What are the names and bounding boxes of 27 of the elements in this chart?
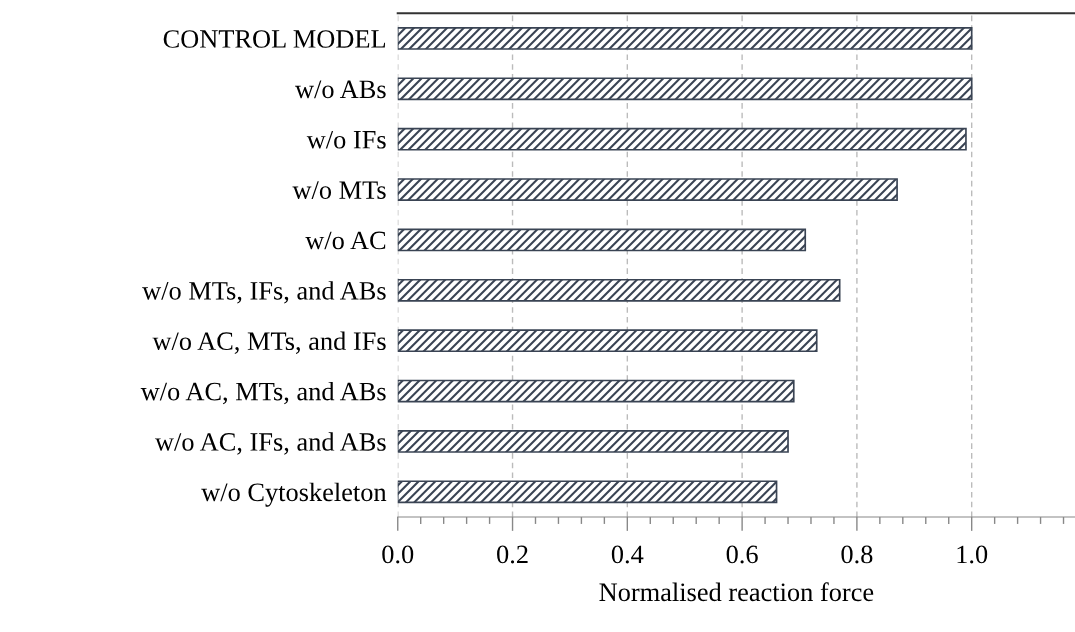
bar <box>397 329 818 353</box>
bar <box>397 480 778 504</box>
x-tick-label: 0.0 <box>382 545 414 564</box>
y-tick-label: w/o AC, MTs, and ABs <box>140 381 386 405</box>
y-tick-label: w/o IFs <box>306 130 386 149</box>
y-tick-label: w/o AC, MTs, and IFs <box>152 331 386 354</box>
y-tick-label: w/o Cytoskeleton <box>201 482 387 507</box>
bar <box>397 379 795 403</box>
y-tick-label: CONTROL MODEL <box>163 30 386 48</box>
bar <box>397 27 973 50</box>
x-tick-label: 0.6 <box>726 545 758 564</box>
bar <box>397 127 967 151</box>
y-tick-label: w/o MTs, IFs, and ABs <box>142 281 386 304</box>
x-tick-label: 0.2 <box>497 545 528 564</box>
bar <box>397 278 841 302</box>
x-axis-title: Normalised reaction force <box>599 582 874 602</box>
bar <box>397 77 973 101</box>
bar <box>397 228 807 252</box>
y-tick-label: w/o MTs <box>292 181 386 199</box>
x-tick-label: 1.0 <box>957 545 988 564</box>
bar <box>397 430 789 453</box>
y-tick-label: w/o AC <box>305 231 386 250</box>
bar <box>397 178 898 201</box>
y-tick-label: w/o ABs <box>295 80 386 99</box>
y-tick-label: w/o AC, IFs, and ABs <box>154 432 386 455</box>
x-tick-label: 0.8 <box>841 545 873 564</box>
x-tick-label: 0.4 <box>611 545 644 564</box>
